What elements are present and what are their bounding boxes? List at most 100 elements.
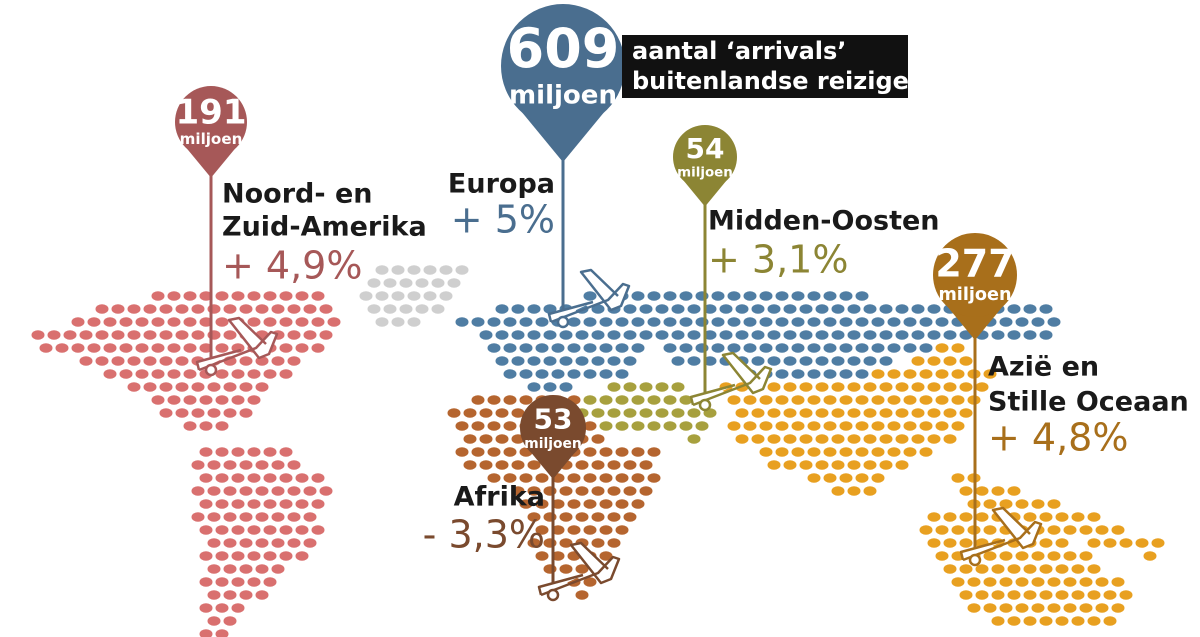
dot	[359, 291, 373, 301]
region-name: Midden-Oosten	[708, 206, 940, 237]
dot	[559, 512, 573, 522]
dot	[991, 590, 1005, 600]
dot	[1063, 603, 1077, 613]
dot	[1079, 551, 1093, 561]
dot	[599, 395, 613, 405]
dot	[295, 317, 309, 327]
dot	[55, 343, 69, 353]
dot	[239, 486, 253, 496]
dot	[831, 460, 845, 470]
dot	[263, 317, 277, 327]
dot	[863, 460, 877, 470]
dot	[855, 291, 869, 301]
dot	[775, 291, 789, 301]
dot	[103, 343, 117, 353]
dot	[631, 343, 645, 353]
dot	[1111, 525, 1125, 535]
dot	[607, 486, 621, 496]
dot	[71, 343, 85, 353]
dot	[935, 525, 949, 535]
dot	[463, 460, 477, 470]
dot	[455, 447, 469, 457]
dot	[535, 343, 549, 353]
dot	[679, 421, 693, 431]
dot	[807, 395, 821, 405]
dot	[1047, 499, 1061, 509]
dot	[471, 447, 485, 457]
dot	[247, 369, 261, 379]
dot	[87, 317, 101, 327]
dot	[511, 356, 525, 366]
dot	[631, 317, 645, 327]
dot	[239, 564, 253, 574]
dot	[279, 317, 293, 327]
dot	[183, 395, 197, 405]
dot	[1047, 525, 1061, 535]
dot	[431, 304, 445, 314]
dot	[575, 356, 589, 366]
dot	[815, 304, 829, 314]
dot	[495, 304, 509, 314]
dot	[791, 317, 805, 327]
dot	[655, 304, 669, 314]
dot	[519, 395, 533, 405]
dot	[95, 304, 109, 314]
dot	[231, 395, 245, 405]
dot	[487, 447, 501, 457]
dot	[887, 317, 901, 327]
dot	[543, 304, 557, 314]
dot	[807, 421, 821, 431]
dot	[319, 304, 333, 314]
region-name: Noord- en	[222, 179, 372, 210]
dot	[799, 356, 813, 366]
dot	[543, 538, 557, 548]
dot	[863, 486, 877, 496]
dot	[695, 317, 709, 327]
dot	[1007, 330, 1021, 340]
dot	[487, 395, 501, 405]
dot	[623, 356, 637, 366]
dot	[263, 369, 277, 379]
dot	[575, 460, 589, 470]
dot	[839, 421, 853, 431]
dot	[567, 525, 581, 535]
dot	[815, 460, 829, 470]
dot	[663, 317, 677, 327]
dot	[879, 330, 893, 340]
dot	[247, 551, 261, 561]
dot	[807, 291, 821, 301]
plane-icon	[959, 506, 1043, 562]
dot	[303, 512, 317, 522]
dot	[559, 330, 573, 340]
dot	[1055, 616, 1069, 626]
dot	[951, 369, 965, 379]
dot	[271, 356, 285, 366]
dot	[903, 421, 917, 431]
dot	[447, 278, 461, 288]
dot	[783, 382, 797, 392]
dot	[623, 304, 637, 314]
dot	[263, 291, 277, 301]
dot	[583, 395, 597, 405]
dot	[871, 395, 885, 405]
dot	[199, 629, 213, 637]
dot	[471, 317, 485, 327]
dot	[735, 304, 749, 314]
dot	[1055, 564, 1069, 574]
dot	[511, 330, 525, 340]
dot	[671, 330, 685, 340]
dot	[543, 356, 557, 366]
dot	[951, 343, 965, 353]
dot	[567, 499, 581, 509]
dot	[775, 369, 789, 379]
dot	[1015, 577, 1029, 587]
dot	[959, 564, 973, 574]
dot	[759, 395, 773, 405]
dot	[999, 317, 1013, 327]
dot	[839, 291, 853, 301]
dot	[1119, 590, 1133, 600]
dot	[271, 538, 285, 548]
dot	[847, 382, 861, 392]
dot	[991, 486, 1005, 496]
dot	[751, 304, 765, 314]
